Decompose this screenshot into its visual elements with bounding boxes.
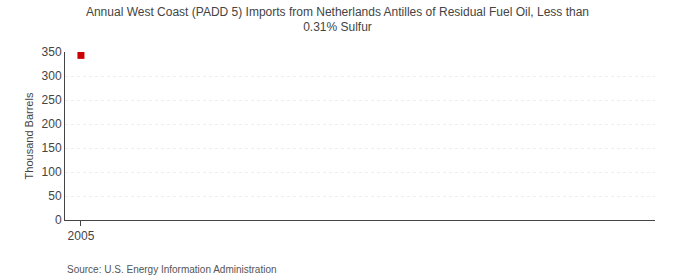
svg-text:Annual West Coast (PADD 5) Imp: Annual West Coast (PADD 5) Imports from … <box>86 5 589 35</box>
svg-text:0: 0 <box>55 213 62 227</box>
svg-text:150: 150 <box>42 141 62 155</box>
svg-text:300: 300 <box>42 69 62 83</box>
svg-text:100: 100 <box>42 165 62 179</box>
svg-text:250: 250 <box>42 93 62 107</box>
svg-text:50: 50 <box>48 189 62 203</box>
svg-text:350: 350 <box>42 45 62 59</box>
svg-text:200: 200 <box>42 117 62 131</box>
svg-text:2005: 2005 <box>68 229 95 243</box>
svg-text:Thousand Barrels: Thousand Barrels <box>23 92 35 179</box>
svg-text:Source: U.S. Energy Informatio: Source: U.S. Energy Information Administ… <box>67 264 277 275</box>
